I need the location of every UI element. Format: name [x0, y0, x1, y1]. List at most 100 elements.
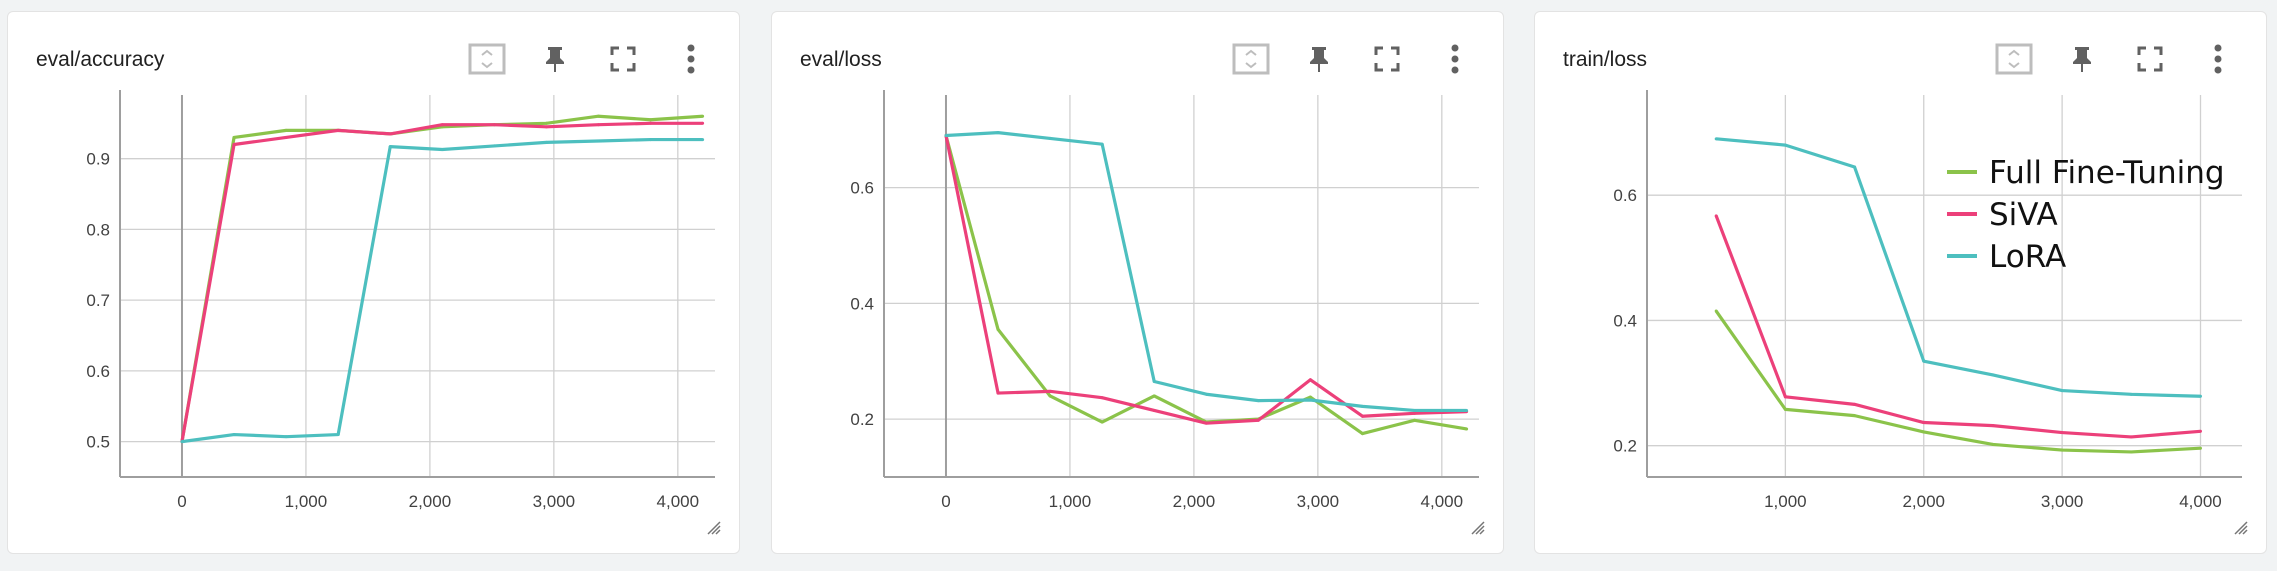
card-title: train/loss: [1563, 48, 1648, 71]
resize-handle-icon[interactable]: [1471, 521, 1485, 535]
data-point-lora: [232, 433, 236, 437]
pin-button[interactable]: [2048, 40, 2116, 78]
y-tick-label: 0.2: [850, 410, 874, 429]
more-vert-icon: [687, 44, 695, 74]
data-point-lora: [440, 147, 444, 151]
resize-handle-icon[interactable]: [2234, 521, 2248, 535]
data-point-siva: [2129, 435, 2133, 439]
legend-label-siva: SiVA: [1989, 197, 2058, 233]
data-point-full_ft: [2129, 450, 2133, 454]
data-point-siva: [1308, 378, 1312, 382]
data-point-siva: [284, 135, 288, 139]
data-point-lora: [1783, 143, 1787, 147]
x-tick-label: 0: [177, 492, 186, 511]
more-menu-button[interactable]: [2184, 40, 2252, 78]
y-tick-label: 0.5: [86, 433, 110, 452]
fullscreen-button[interactable]: [1353, 40, 1421, 78]
x-tick-label: 2,000: [1902, 492, 1945, 511]
data-point-lora: [701, 138, 705, 142]
y-tick-label: 0.7: [86, 291, 110, 310]
fit-domain-button[interactable]: [1217, 40, 1285, 78]
data-point-lora: [1465, 408, 1469, 412]
x-tick-label: 1,000: [1764, 492, 1807, 511]
chart-plot[interactable]: 0.2 0.4 0.6 1,000 2,000 3,000 4,000 Full Fine-T…: [1535, 12, 2268, 555]
series-line-siva: [180, 121, 703, 442]
data-point-lora: [1204, 392, 1208, 396]
y-tick-label: 0.8: [86, 220, 110, 239]
data-point-lora: [1714, 137, 1718, 141]
series-line-lora: [181, 137, 703, 444]
data-point-lora: [388, 145, 392, 149]
data-point-siva: [544, 125, 548, 129]
legend-label-lora: LoRA: [1989, 239, 2066, 275]
data-point-full_ft: [596, 114, 600, 118]
data-point-siva: [1783, 395, 1787, 399]
data-point-siva: [1152, 408, 1156, 412]
fullscreen-button[interactable]: [589, 40, 657, 78]
data-point-full_ft: [1783, 407, 1787, 411]
y-tick-label: 0.9: [86, 150, 110, 169]
data-point-siva: [1413, 411, 1417, 415]
data-point-siva: [1714, 214, 1718, 218]
pin-button[interactable]: [521, 40, 589, 78]
data-point-lora: [944, 134, 948, 138]
more-vert-icon: [1451, 44, 1459, 74]
fullscreen-button[interactable]: [2116, 40, 2184, 78]
data-point-siva: [649, 121, 653, 125]
fullscreen-icon: [1374, 46, 1400, 72]
x-tick-label: 2,000: [409, 492, 452, 511]
data-point-lora: [596, 139, 600, 143]
x-tick-label: 0: [941, 492, 950, 511]
x-tick-label: 3,000: [533, 492, 576, 511]
y-tick-label: 0.2: [1613, 437, 1637, 456]
chart-card-train-loss: train/loss 0.2 0.4 0.6 1,000 2,000 3,000 4,000…: [1534, 11, 2267, 554]
data-point-lora: [1360, 404, 1364, 408]
data-point-full_ft: [996, 327, 1000, 331]
data-point-full_ft: [1922, 430, 1926, 434]
chart-plot[interactable]: 0.5 0.6 0.7 0.8 0.9 0 1,000 2,000 3,000 4,000: [8, 12, 741, 555]
data-point-full_ft: [1152, 394, 1156, 398]
fit-domain-icon: [468, 43, 506, 75]
fit-domain-icon: [1232, 43, 1270, 75]
data-point-full_ft: [1048, 394, 1052, 398]
data-point-siva: [1991, 424, 1995, 428]
data-point-lora: [1853, 165, 1857, 169]
data-point-full_ft: [1714, 309, 1718, 313]
data-point-lora: [1991, 373, 1995, 377]
pin-button[interactable]: [1285, 40, 1353, 78]
data-point-siva: [1922, 421, 1926, 425]
more-vert-icon: [2214, 44, 2222, 74]
fullscreen-icon: [610, 46, 636, 72]
series-line-lora: [945, 131, 1467, 413]
card-title: eval/accuracy: [36, 48, 165, 71]
data-point-lora: [180, 440, 184, 444]
resize-handle-icon[interactable]: [707, 521, 721, 535]
x-tick-label: 3,000: [2041, 492, 2084, 511]
card-toolbar: [1217, 40, 1489, 78]
data-point-lora: [1048, 136, 1052, 140]
series-line-full_ft: [180, 114, 703, 442]
series-line-full_ft: [1714, 310, 2201, 454]
data-point-siva: [1100, 396, 1104, 400]
more-menu-button[interactable]: [1421, 40, 1489, 78]
chart-plot[interactable]: 0.2 0.4 0.6 0 1,000 2,000 3,000 4,000: [772, 12, 1505, 555]
fit-domain-button[interactable]: [453, 40, 521, 78]
data-point-lora: [1308, 398, 1312, 402]
data-point-full_ft: [1853, 414, 1857, 418]
series-line-siva: [944, 135, 1467, 425]
data-point-lora: [1100, 142, 1104, 146]
series-line-full_ft: [944, 135, 1467, 436]
more-menu-button[interactable]: [657, 40, 725, 78]
fullscreen-icon: [2137, 46, 2163, 72]
data-point-full_ft: [232, 135, 236, 139]
data-point-siva: [596, 123, 600, 127]
y-tick-label: 0.4: [850, 294, 874, 313]
data-point-siva: [996, 391, 1000, 395]
data-point-siva: [2198, 429, 2202, 433]
series-line-siva: [1714, 215, 2201, 439]
chart-card-eval-loss: eval/loss 0.2 0.4 0.6 0 1,000 2,000 3,000 4,000: [771, 11, 1504, 554]
pin-icon: [546, 47, 564, 72]
x-tick-label: 4,000: [2179, 492, 2222, 511]
fit-domain-button[interactable]: [1980, 40, 2048, 78]
data-point-full_ft: [1360, 432, 1364, 436]
